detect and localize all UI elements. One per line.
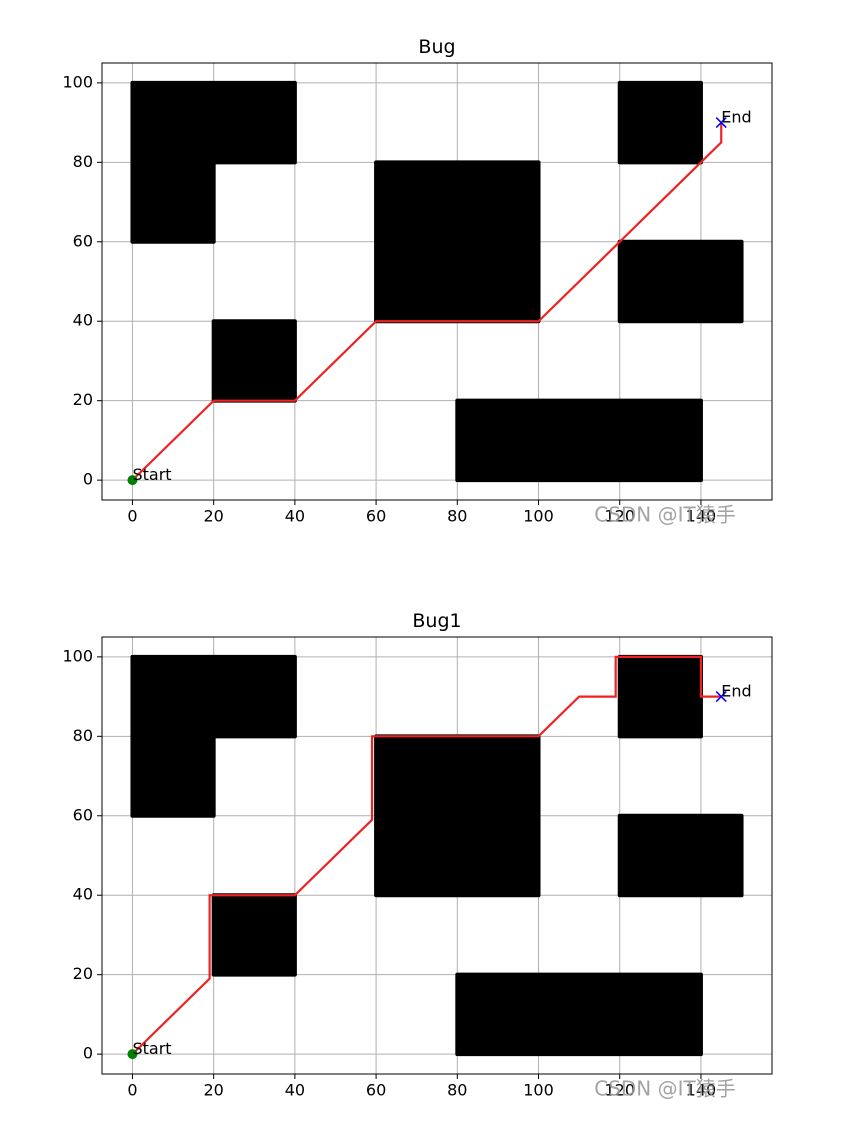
x-tick-label: 0 [127, 1081, 137, 1100]
axes-frame [101, 62, 773, 501]
y-tick-label: 60 [73, 805, 93, 824]
obstacle [617, 813, 744, 898]
y-tick-label: 20 [73, 390, 93, 409]
x-tick-label: 140 [686, 1081, 717, 1100]
obstacle [455, 972, 703, 1057]
y-tick-label: 20 [73, 964, 93, 983]
x-tick-label: 100 [523, 1081, 554, 1100]
chart-title: Bug1 [412, 610, 461, 632]
y-tick-label: 0 [83, 1044, 93, 1063]
x-tick-label: 140 [686, 507, 717, 526]
y-tick-label: 100 [62, 72, 93, 91]
y-tick-label: 80 [73, 152, 93, 171]
x-tick-label: 120 [604, 1081, 635, 1100]
start-label: Start [132, 1039, 171, 1058]
obstacle [455, 398, 703, 483]
path-line [131, 122, 723, 481]
obstacle [374, 734, 541, 898]
obstacle [130, 80, 297, 165]
x-tick-label: 80 [447, 507, 467, 526]
end-marker [715, 691, 727, 703]
x-tick-label: 40 [285, 1081, 305, 1100]
y-tick-label: 40 [73, 885, 93, 904]
end-label: End [721, 682, 751, 701]
x-tick-label: 120 [604, 507, 635, 526]
obstacle [374, 160, 541, 324]
axes-frame [101, 636, 773, 1075]
x-tick-label: 100 [523, 507, 554, 526]
obstacle [617, 80, 703, 165]
chart-title: Bug [418, 36, 455, 58]
end-marker [715, 117, 727, 129]
obstacle [130, 734, 216, 818]
x-tick-label: 20 [203, 1081, 223, 1100]
y-tick-label: 80 [73, 726, 93, 745]
x-tick-label: 60 [366, 1081, 386, 1100]
end-label: End [721, 108, 751, 127]
y-tick-label: 60 [73, 231, 93, 250]
start-marker [127, 1049, 138, 1060]
obstacle [130, 654, 297, 739]
start-label: Start [132, 465, 171, 484]
y-tick-label: 100 [62, 646, 93, 665]
obstacle [617, 654, 703, 739]
x-tick-label: 40 [285, 507, 305, 526]
x-tick-label: 60 [366, 507, 386, 526]
obstacle [211, 893, 297, 977]
y-tick-label: 40 [73, 311, 93, 330]
y-tick-label: 0 [83, 470, 93, 489]
obstacle [211, 319, 297, 403]
x-tick-label: 20 [203, 507, 223, 526]
obstacle [130, 160, 216, 244]
start-marker [127, 475, 138, 486]
watermark: CSDN @IT猿手 [594, 503, 736, 527]
x-tick-label: 80 [447, 1081, 467, 1100]
obstacle [617, 239, 744, 324]
x-tick-label: 0 [127, 507, 137, 526]
path-line [131, 655, 722, 1055]
watermark: CSDN @IT猿手 [594, 1077, 736, 1101]
